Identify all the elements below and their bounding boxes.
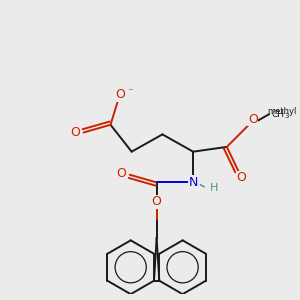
Text: O: O [248, 112, 258, 125]
Text: methyl: methyl [267, 107, 296, 116]
Text: CH: CH [272, 110, 285, 119]
Text: O: O [236, 171, 246, 184]
Text: 3: 3 [284, 113, 289, 119]
Text: N: N [188, 176, 198, 189]
Text: O: O [70, 126, 80, 139]
Text: O: O [116, 167, 126, 180]
Text: ⁻: ⁻ [127, 87, 133, 97]
Text: O: O [152, 195, 162, 208]
Text: H: H [210, 183, 218, 193]
Text: O: O [115, 88, 125, 101]
